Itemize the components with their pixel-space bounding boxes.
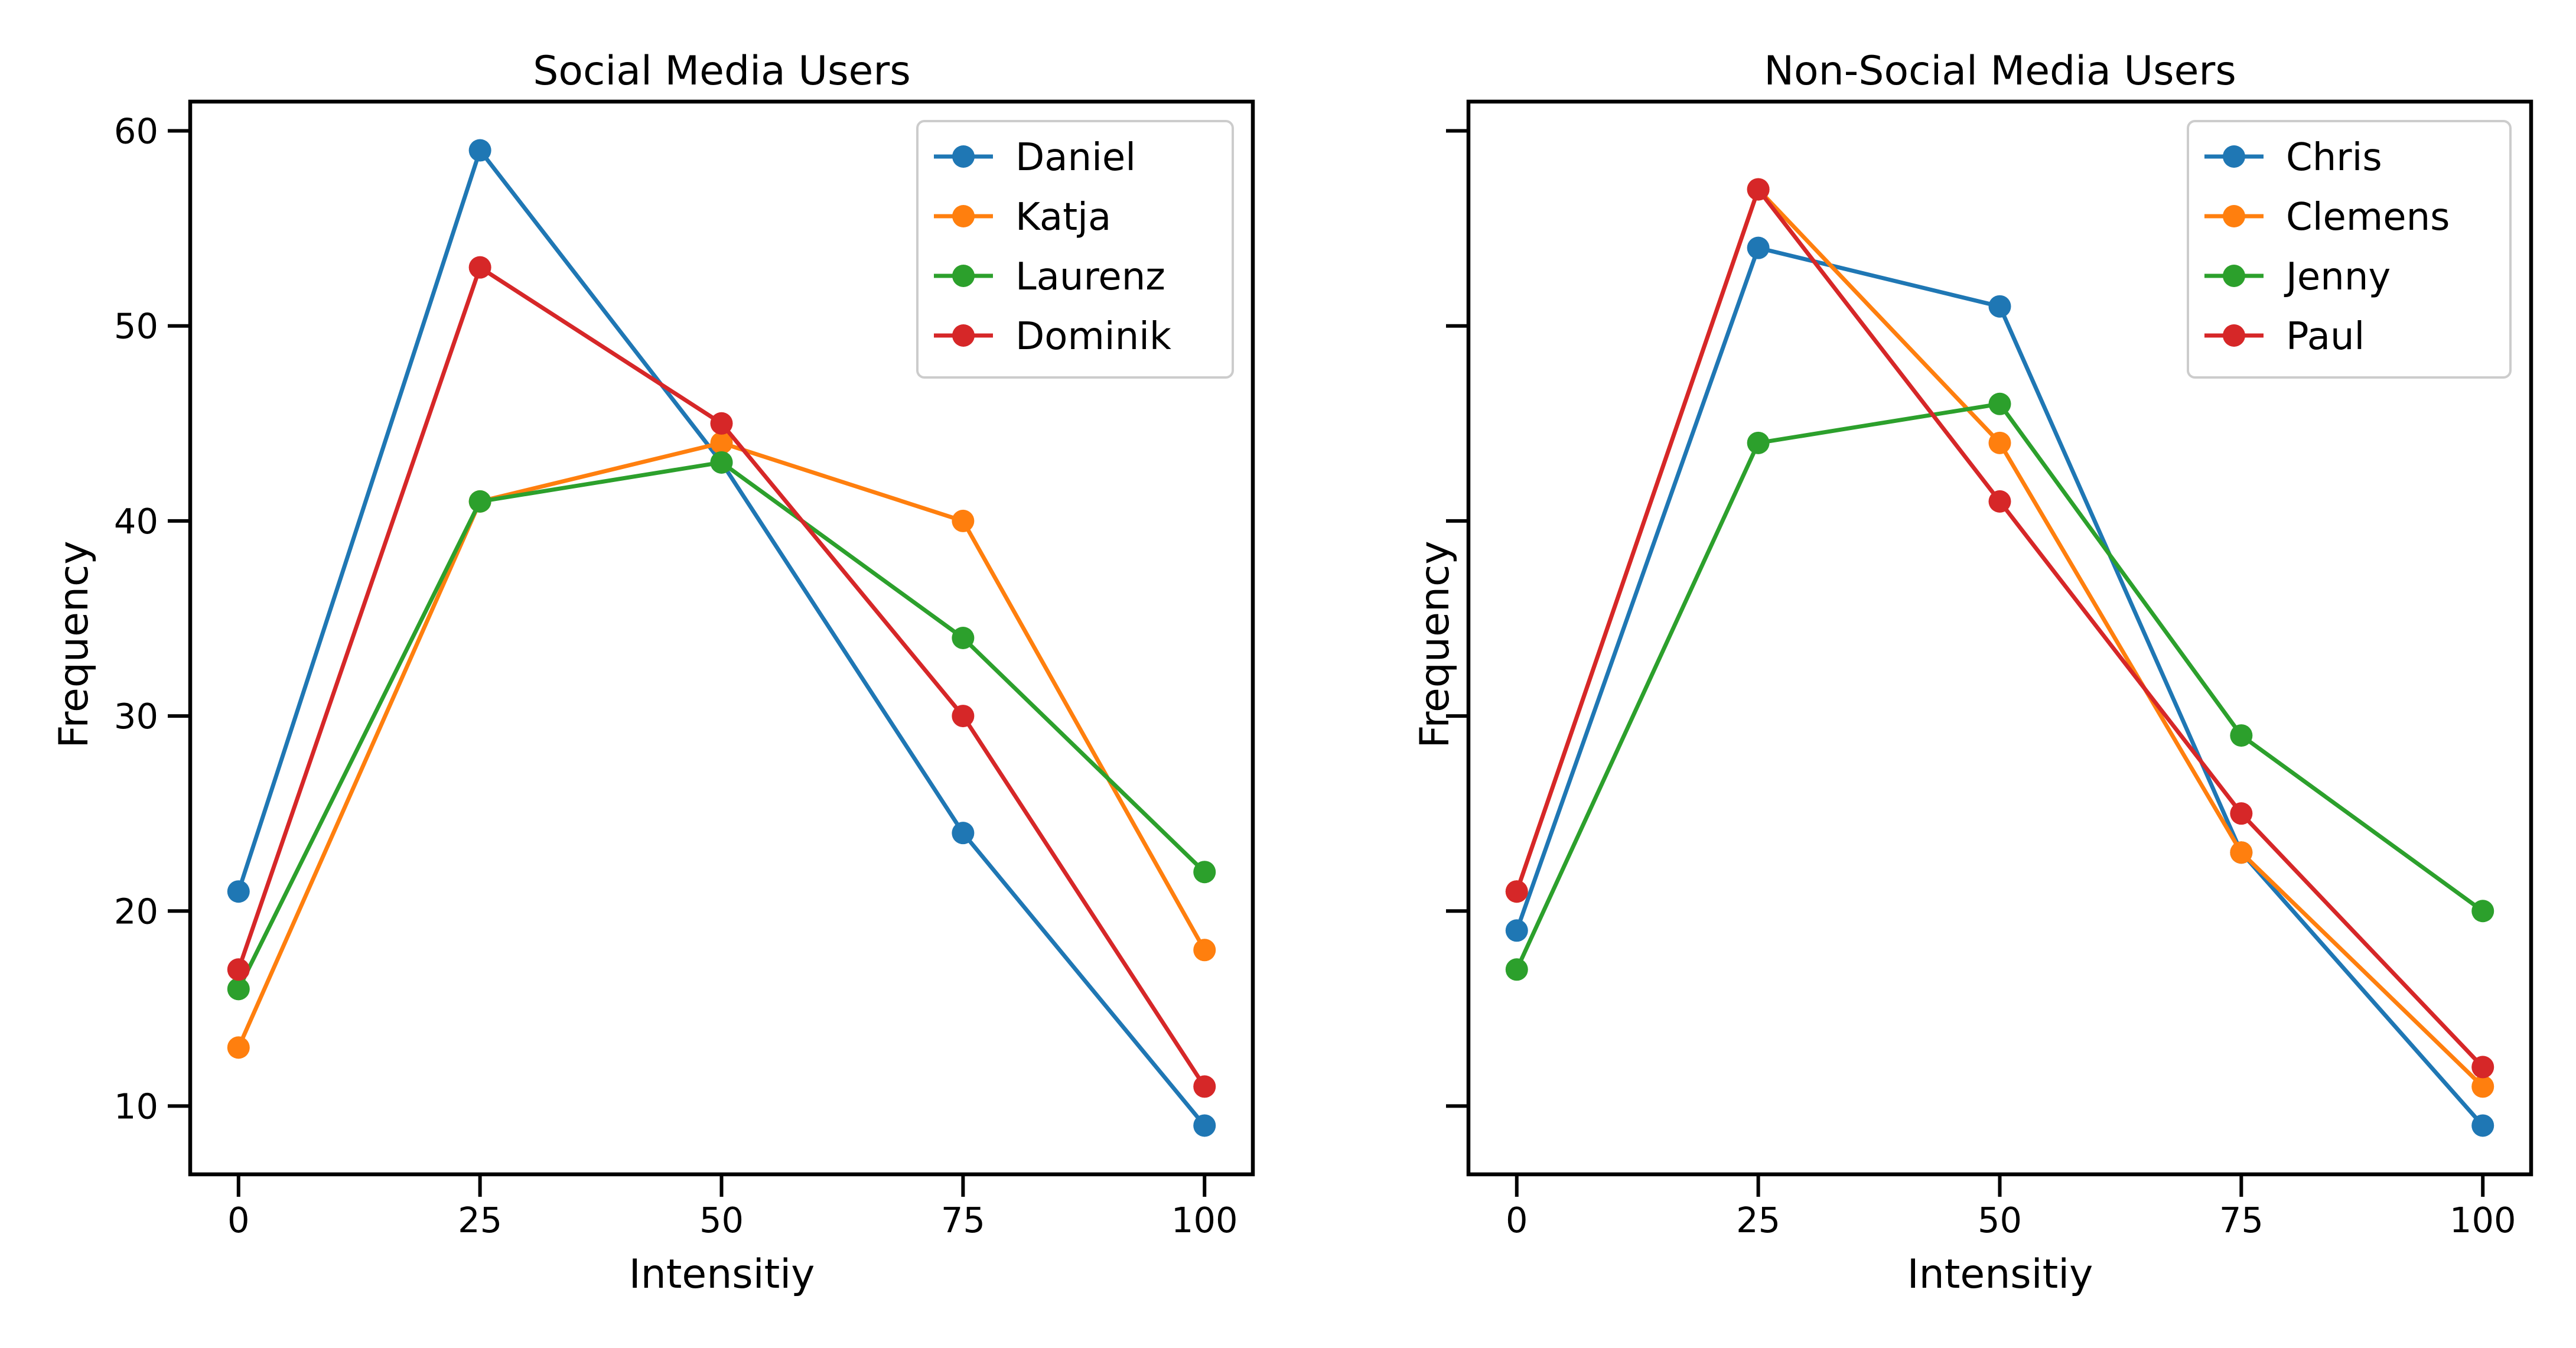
legend-label: Laurenz [1015, 255, 1165, 299]
data-point-dominik [468, 256, 491, 279]
data-point-paul [1505, 880, 1528, 903]
x-tick-label: 75 [941, 1200, 985, 1240]
legend-label: Jenny [2284, 255, 2391, 299]
x-tick-label: 100 [2450, 1200, 2516, 1240]
x-tick-label: 75 [2219, 1200, 2264, 1240]
data-point-daniel [952, 822, 975, 845]
data-point-daniel [468, 139, 491, 162]
legend-label: Chris [2286, 136, 2382, 180]
non-social-media-users-panel: Non-Social Media Users Intensitiy Freque… [1412, 48, 2533, 1298]
data-point-laurenz [468, 490, 491, 513]
data-point-jenny [2471, 900, 2494, 923]
data-point-katja [227, 1036, 250, 1059]
data-point-dominik [1193, 1075, 1216, 1098]
y-tick-label: 30 [114, 696, 158, 737]
data-point-paul [1747, 178, 1770, 201]
data-point-chris [2471, 1114, 2494, 1137]
data-point-katja [710, 431, 733, 454]
data-point-dominik [710, 412, 733, 435]
social-media-users-panel: Social Media Users Intensitiy Frequency … [51, 48, 1255, 1298]
legend-marker [952, 324, 975, 347]
x-tick-label: 50 [699, 1200, 744, 1240]
data-point-clemens [2230, 841, 2253, 864]
legend-label: Paul [2286, 315, 2365, 359]
data-point-chris [1747, 236, 1770, 259]
legend-box [916, 120, 1234, 379]
panel-title: Social Media Users [533, 48, 911, 95]
legend-marker [2223, 265, 2245, 287]
y-axis-label: Frequency [51, 540, 97, 748]
x-tick-label: 50 [1978, 1200, 2022, 1240]
legend-box [2187, 120, 2512, 379]
data-point-paul [2471, 1056, 2494, 1079]
data-point-chris [1988, 295, 2011, 318]
x-tick-label: 100 [1171, 1200, 1238, 1240]
x-axis-label: Intensitiy [1907, 1251, 2093, 1298]
data-point-dominik [227, 958, 250, 981]
y-tick-label: 20 [114, 891, 158, 932]
legend-label: Daniel [1015, 136, 1136, 180]
data-point-jenny [1988, 392, 2011, 415]
legend-marker [2223, 324, 2245, 347]
data-point-chris [1505, 919, 1528, 942]
data-point-clemens [2471, 1075, 2494, 1098]
panel-title: Non-Social Media Users [1764, 48, 2236, 95]
y-axis-label: Frequency [1412, 540, 1458, 748]
data-point-paul [2230, 802, 2253, 825]
data-point-jenny [1505, 958, 1528, 981]
data-point-clemens [1988, 431, 2011, 454]
data-point-paul [1988, 490, 2011, 513]
x-tick-label: 25 [458, 1200, 502, 1240]
legend-marker [2223, 145, 2245, 168]
data-point-katja [1193, 939, 1216, 962]
legend-marker [2223, 205, 2245, 227]
y-tick-label: 60 [114, 111, 158, 152]
legend-marker [952, 205, 975, 227]
data-point-jenny [2230, 724, 2253, 747]
legend-marker [952, 145, 975, 168]
y-tick-label: 10 [114, 1086, 158, 1126]
data-point-laurenz [952, 627, 975, 649]
data-point-laurenz [1193, 861, 1216, 884]
data-point-katja [952, 509, 975, 532]
x-tick-label: 0 [1506, 1200, 1528, 1240]
data-point-dominik [952, 705, 975, 728]
legend-label: Katja [1015, 196, 1111, 239]
x-tick-label: 0 [227, 1200, 250, 1240]
y-tick-label: 50 [114, 306, 158, 347]
data-point-laurenz [227, 978, 250, 1001]
legend-label: Dominik [1015, 315, 1171, 359]
legend-marker [952, 265, 975, 287]
legend-label: Clemens [2286, 196, 2450, 239]
y-tick-label: 40 [114, 501, 158, 542]
data-point-jenny [1747, 431, 1770, 454]
data-point-daniel [227, 880, 250, 903]
data-point-daniel [1193, 1114, 1216, 1137]
x-tick-label: 25 [1736, 1200, 1780, 1240]
x-axis-label: Intensitiy [629, 1251, 815, 1298]
data-point-laurenz [710, 451, 733, 474]
